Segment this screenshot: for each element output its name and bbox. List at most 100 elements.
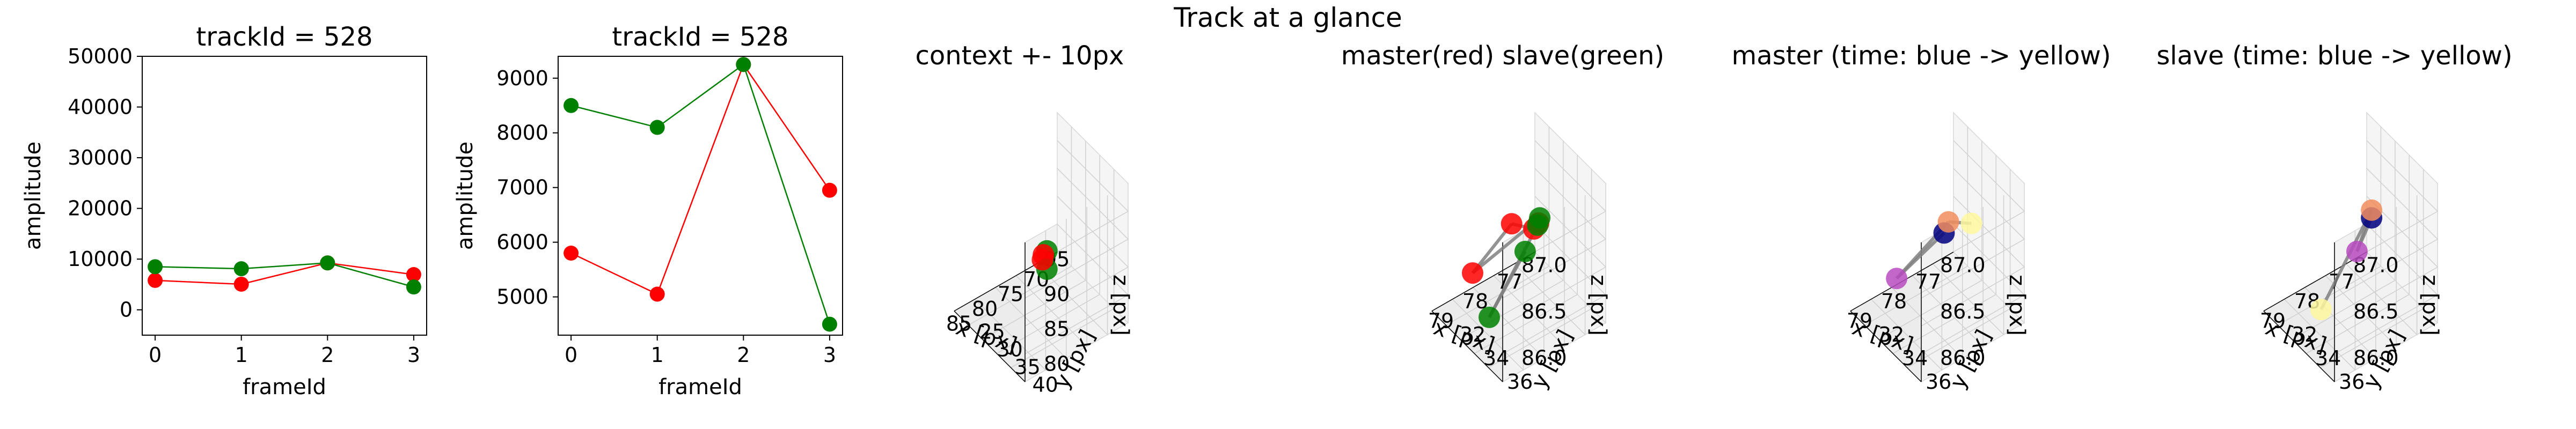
data-point (320, 255, 335, 271)
grid-line (1488, 169, 1592, 368)
y-tick-label: 5000 (496, 285, 548, 309)
data-point (736, 57, 751, 72)
line-chart-2: trackId = 528 0 1 2 3 5000 6000 7000 8000 9000 fra… (453, 22, 843, 400)
series-line (570, 63, 830, 295)
y-tick-label: 6000 (496, 231, 548, 254)
grid-line (2334, 224, 2439, 354)
y-tick-label: 32 (1878, 323, 1904, 346)
grid-line (1024, 140, 1129, 271)
y-tick-label: 34 (1902, 346, 1928, 370)
x-tick-label: 75 (998, 282, 1023, 306)
figure-title: Track at a glance (1173, 2, 1402, 33)
z-tick-label: 80 (1044, 352, 1070, 376)
axis-line (2263, 310, 2335, 382)
side-pane (1534, 112, 1606, 324)
x-axis-label: frameId (243, 375, 326, 400)
x-tick-label: 2 (737, 343, 750, 367)
side-pane (2366, 112, 2438, 324)
axis-line (1850, 310, 1922, 382)
track-link (1488, 250, 1527, 319)
grid-line (1452, 231, 1524, 371)
grid-line (1907, 169, 2011, 368)
grid-line (982, 140, 1086, 340)
x-tick-label: 79 (1847, 309, 1872, 333)
grid-line (1502, 140, 1607, 271)
y-tick-label: 50000 (68, 45, 133, 68)
grid-line (1474, 155, 1578, 354)
y-tick-label: 36 (2339, 370, 2365, 394)
y-tick-label: 32 (2292, 323, 2317, 346)
scatter-point (2310, 299, 2332, 321)
y-tick-label: 40000 (68, 95, 133, 119)
x-tick-label: 78 (1881, 290, 1907, 313)
track-link (2319, 209, 2373, 310)
grid-line (996, 155, 1100, 354)
z-tick-label: 90 (1044, 283, 1070, 306)
grid-line (1912, 207, 1984, 347)
y-tick-label: 25 (979, 320, 1005, 344)
grid-line (1933, 195, 2004, 336)
chart-title: master (time: blue -> yellow) (1732, 41, 2111, 71)
data-point (233, 261, 249, 277)
series-line (155, 262, 414, 285)
y-tick-label: 35 (1015, 356, 1041, 379)
grid-line (1892, 155, 1996, 354)
z-tick-label: 86.0 (1940, 346, 1986, 370)
x-tick-label: 79 (1428, 309, 1454, 333)
x-tick-label: 3 (407, 343, 420, 367)
grid-line (2306, 155, 2410, 354)
y-tick-label: 36 (1926, 370, 1951, 394)
z-tick-label: 86.0 (1521, 346, 1567, 370)
grid-line (2284, 231, 2356, 371)
y-tick-label: 34 (2315, 346, 2341, 370)
grid-line (1502, 168, 1607, 299)
side-pane (1953, 112, 2025, 324)
data-point (233, 276, 249, 292)
series-line (570, 63, 831, 325)
z-tick-label: 86.5 (2353, 300, 2399, 323)
grid-line (2334, 140, 2439, 271)
y-tick-label: 36 (1507, 370, 1533, 394)
scatter-point (1960, 212, 1982, 234)
data-point (406, 267, 421, 283)
grid-line (2334, 168, 2439, 299)
axis-line (1431, 310, 1503, 382)
y-tick-label: 8000 (496, 121, 548, 145)
scatter-point (1501, 213, 1523, 235)
data-point (822, 316, 837, 332)
grid-line (1502, 224, 1607, 354)
grid-line (1864, 127, 1968, 326)
chart-title: master(red) slave(green) (1341, 41, 1664, 71)
chart-title: context +- 10px (916, 41, 1124, 71)
z-tick-label: 86.5 (1940, 300, 1986, 323)
x-tick-label: 0 (149, 343, 162, 367)
scatter-point (1031, 249, 1053, 271)
plot-frame (142, 56, 427, 336)
data-point (649, 120, 665, 135)
x-tick-label: 3 (823, 343, 836, 367)
grid-line (1502, 196, 1607, 327)
y-axis-label: amplitude (21, 142, 46, 250)
grid-line (1024, 168, 1129, 299)
grid-line (2292, 140, 2396, 340)
z-tick-label: 86.0 (2353, 346, 2399, 370)
grid-line (1891, 219, 1963, 359)
grid-line (1878, 140, 1982, 340)
z-tick-label: 85 (1044, 317, 1070, 341)
grid-line (968, 127, 1072, 326)
z-axis-label: z [px] (2418, 275, 2442, 336)
grid-line (2334, 196, 2439, 327)
x-tick-label: 80 (972, 297, 998, 321)
y-tick-label: 34 (1483, 346, 1509, 370)
grid-line (1921, 168, 2025, 299)
grid-line (1024, 224, 1129, 354)
axis-line (954, 310, 1026, 382)
grid-line (1870, 231, 1943, 371)
y-tick-label: 9000 (496, 66, 548, 90)
y-axis-label: amplitude (453, 142, 478, 250)
grid-line (1024, 196, 1129, 327)
y-tick-label: 40 (1033, 373, 1058, 397)
y-tick-label: 0 (120, 298, 133, 322)
